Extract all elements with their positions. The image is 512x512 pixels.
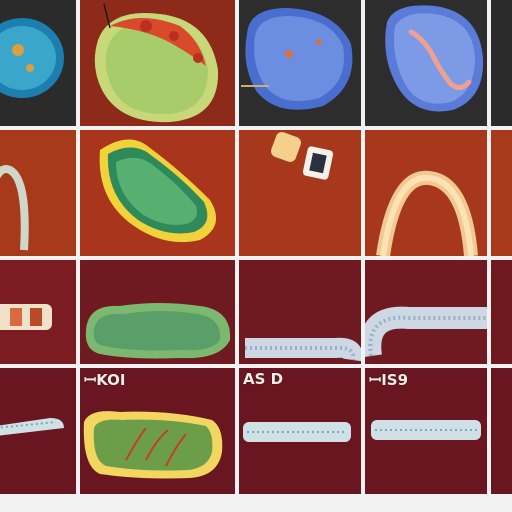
tile-r1c4 [365,0,487,126]
tile-r4c5 [491,368,512,494]
tile-r2c3 [239,130,361,256]
tile-r4c4: ꟷIS9 [365,368,487,494]
tile-r3c5 [491,260,512,364]
tile-r4c1 [0,368,76,494]
blue-tissue-specimen-illustration [241,8,353,110]
tile-r1c2 [80,0,235,126]
straight-tube-illustration [243,422,351,442]
tile-caption: ꟷKOI [84,371,126,389]
curved-tube-illustration [365,306,487,357]
green-leaf-specimen-illustration [99,139,217,243]
tile-r3c3 [239,260,361,364]
tile-r3c4 [365,260,487,364]
tile-r1c3 [239,0,361,126]
tile-caption: ꟷIS9 [369,371,409,389]
tile-r3c2 [80,260,235,364]
tile-r1c5 [491,0,512,126]
tile-r2c5 [491,130,512,256]
tile-r2c4 [365,130,487,256]
green-cell-specimen-illustration [94,3,219,123]
arch-tube-illustration [376,170,478,256]
tile-r3c1 [0,260,76,364]
yellow-green-tissue-illustration [83,411,223,479]
capsule-device-illustration [0,304,52,330]
tile-caption: AS D [243,370,284,388]
tile-r4c3: AS D [239,368,361,494]
green-tissue-strip-illustration [85,303,231,359]
blue-cell-specimen-illustration [0,18,64,98]
bent-tube-illustration [245,337,361,362]
straight-tube-illustration [371,420,481,440]
blue-tissue-worm-illustration [385,5,484,112]
tile-r2c2 [80,130,235,256]
tile-r1c1 [0,0,76,126]
tile-r4c2: ꟷKOI [80,368,235,494]
tile-r2c1 [0,130,76,256]
short-tube-illustration [0,418,64,436]
arch-fragment-illustration [0,165,29,251]
small-vial-illustration [271,132,334,180]
